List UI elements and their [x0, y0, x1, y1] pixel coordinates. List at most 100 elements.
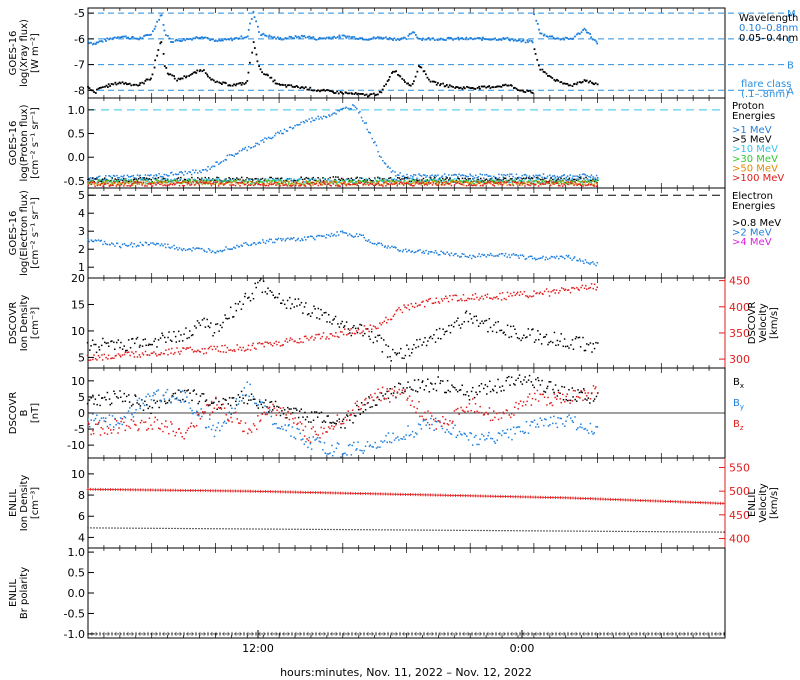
data-point	[267, 342, 269, 345]
data-point	[413, 31, 416, 34]
data-point	[552, 180, 555, 182]
data-point	[459, 389, 462, 391]
data-point	[514, 179, 516, 181]
data-point	[171, 396, 173, 398]
data-point	[258, 241, 261, 244]
data-point	[348, 35, 351, 38]
data-point	[481, 320, 483, 322]
data-point	[593, 83, 596, 86]
data-point	[164, 177, 166, 180]
data-point	[324, 181, 326, 184]
data-point	[518, 39, 521, 41]
data-point	[528, 374, 531, 377]
data-point	[299, 87, 302, 89]
data-point	[213, 181, 216, 183]
data-point	[378, 334, 381, 337]
data-point	[527, 328, 530, 330]
data-point	[136, 336, 139, 339]
data-point	[593, 185, 595, 187]
data-point	[543, 33, 546, 36]
data-point	[553, 178, 555, 180]
data-point	[247, 344, 250, 347]
data-point	[593, 178, 596, 181]
data-point	[160, 183, 163, 186]
data-point	[591, 430, 593, 433]
data-point	[198, 247, 200, 250]
data-point	[111, 184, 114, 186]
data-point	[328, 36, 331, 39]
data-point	[171, 246, 173, 248]
data-point	[388, 75, 391, 78]
data-point	[310, 448, 313, 450]
data-point	[529, 255, 532, 258]
data-point	[218, 180, 220, 182]
data-point	[123, 179, 125, 181]
data-point	[497, 181, 500, 184]
data-point	[212, 334, 214, 337]
data-point	[347, 92, 349, 95]
data-point	[535, 180, 538, 182]
data-point	[448, 182, 450, 185]
data-point	[291, 238, 293, 240]
data-point	[290, 237, 292, 239]
data-point	[335, 176, 337, 178]
data-point	[215, 181, 217, 183]
data-point	[333, 92, 336, 95]
data-point	[486, 296, 488, 299]
data-point	[256, 178, 259, 181]
data-point	[123, 421, 125, 424]
data-point	[339, 331, 342, 333]
data-point	[207, 75, 209, 78]
data-point	[191, 399, 193, 402]
data-point	[106, 37, 109, 40]
data-point	[452, 179, 454, 181]
y2-axis-title-line: [km/s]	[769, 307, 780, 339]
data-point	[324, 89, 327, 92]
data-point	[139, 405, 142, 407]
panel-frame	[87, 277, 726, 369]
data-point	[539, 32, 541, 35]
data-point	[430, 251, 432, 253]
data-point	[319, 182, 322, 185]
data-point	[583, 428, 585, 430]
data-point	[532, 421, 534, 423]
data-point	[353, 179, 356, 181]
data-point	[157, 177, 160, 179]
data-point	[417, 249, 420, 252]
data-point	[504, 174, 507, 177]
data-point	[434, 382, 437, 385]
data-point	[231, 154, 234, 156]
data-point	[178, 340, 181, 342]
data-point	[538, 28, 540, 31]
y-axis-title-line: [cm⁻³]	[30, 307, 41, 339]
data-point	[345, 37, 348, 39]
data-point	[417, 65, 420, 67]
data-point	[138, 84, 141, 87]
data-point	[515, 182, 518, 184]
data-point	[301, 238, 303, 240]
data-point	[134, 394, 136, 396]
data-point	[362, 120, 364, 122]
data-point	[381, 37, 384, 40]
data-point	[303, 87, 306, 90]
data-point	[512, 181, 514, 183]
data-point	[436, 39, 439, 42]
data-point	[144, 241, 147, 244]
data-point	[316, 317, 318, 319]
data-point	[398, 182, 401, 185]
data-point	[428, 427, 431, 430]
data-point	[537, 178, 539, 181]
data-point	[557, 79, 560, 82]
data-point	[455, 252, 457, 255]
data-point	[545, 333, 548, 336]
data-point	[381, 180, 384, 183]
data-point	[539, 182, 541, 185]
data-point	[556, 395, 559, 397]
data-point	[203, 249, 205, 252]
data-point	[403, 304, 405, 306]
data-point	[234, 178, 237, 181]
data-point	[314, 308, 316, 310]
data-point	[258, 180, 260, 182]
data-point	[264, 242, 267, 245]
data-point	[165, 184, 167, 187]
